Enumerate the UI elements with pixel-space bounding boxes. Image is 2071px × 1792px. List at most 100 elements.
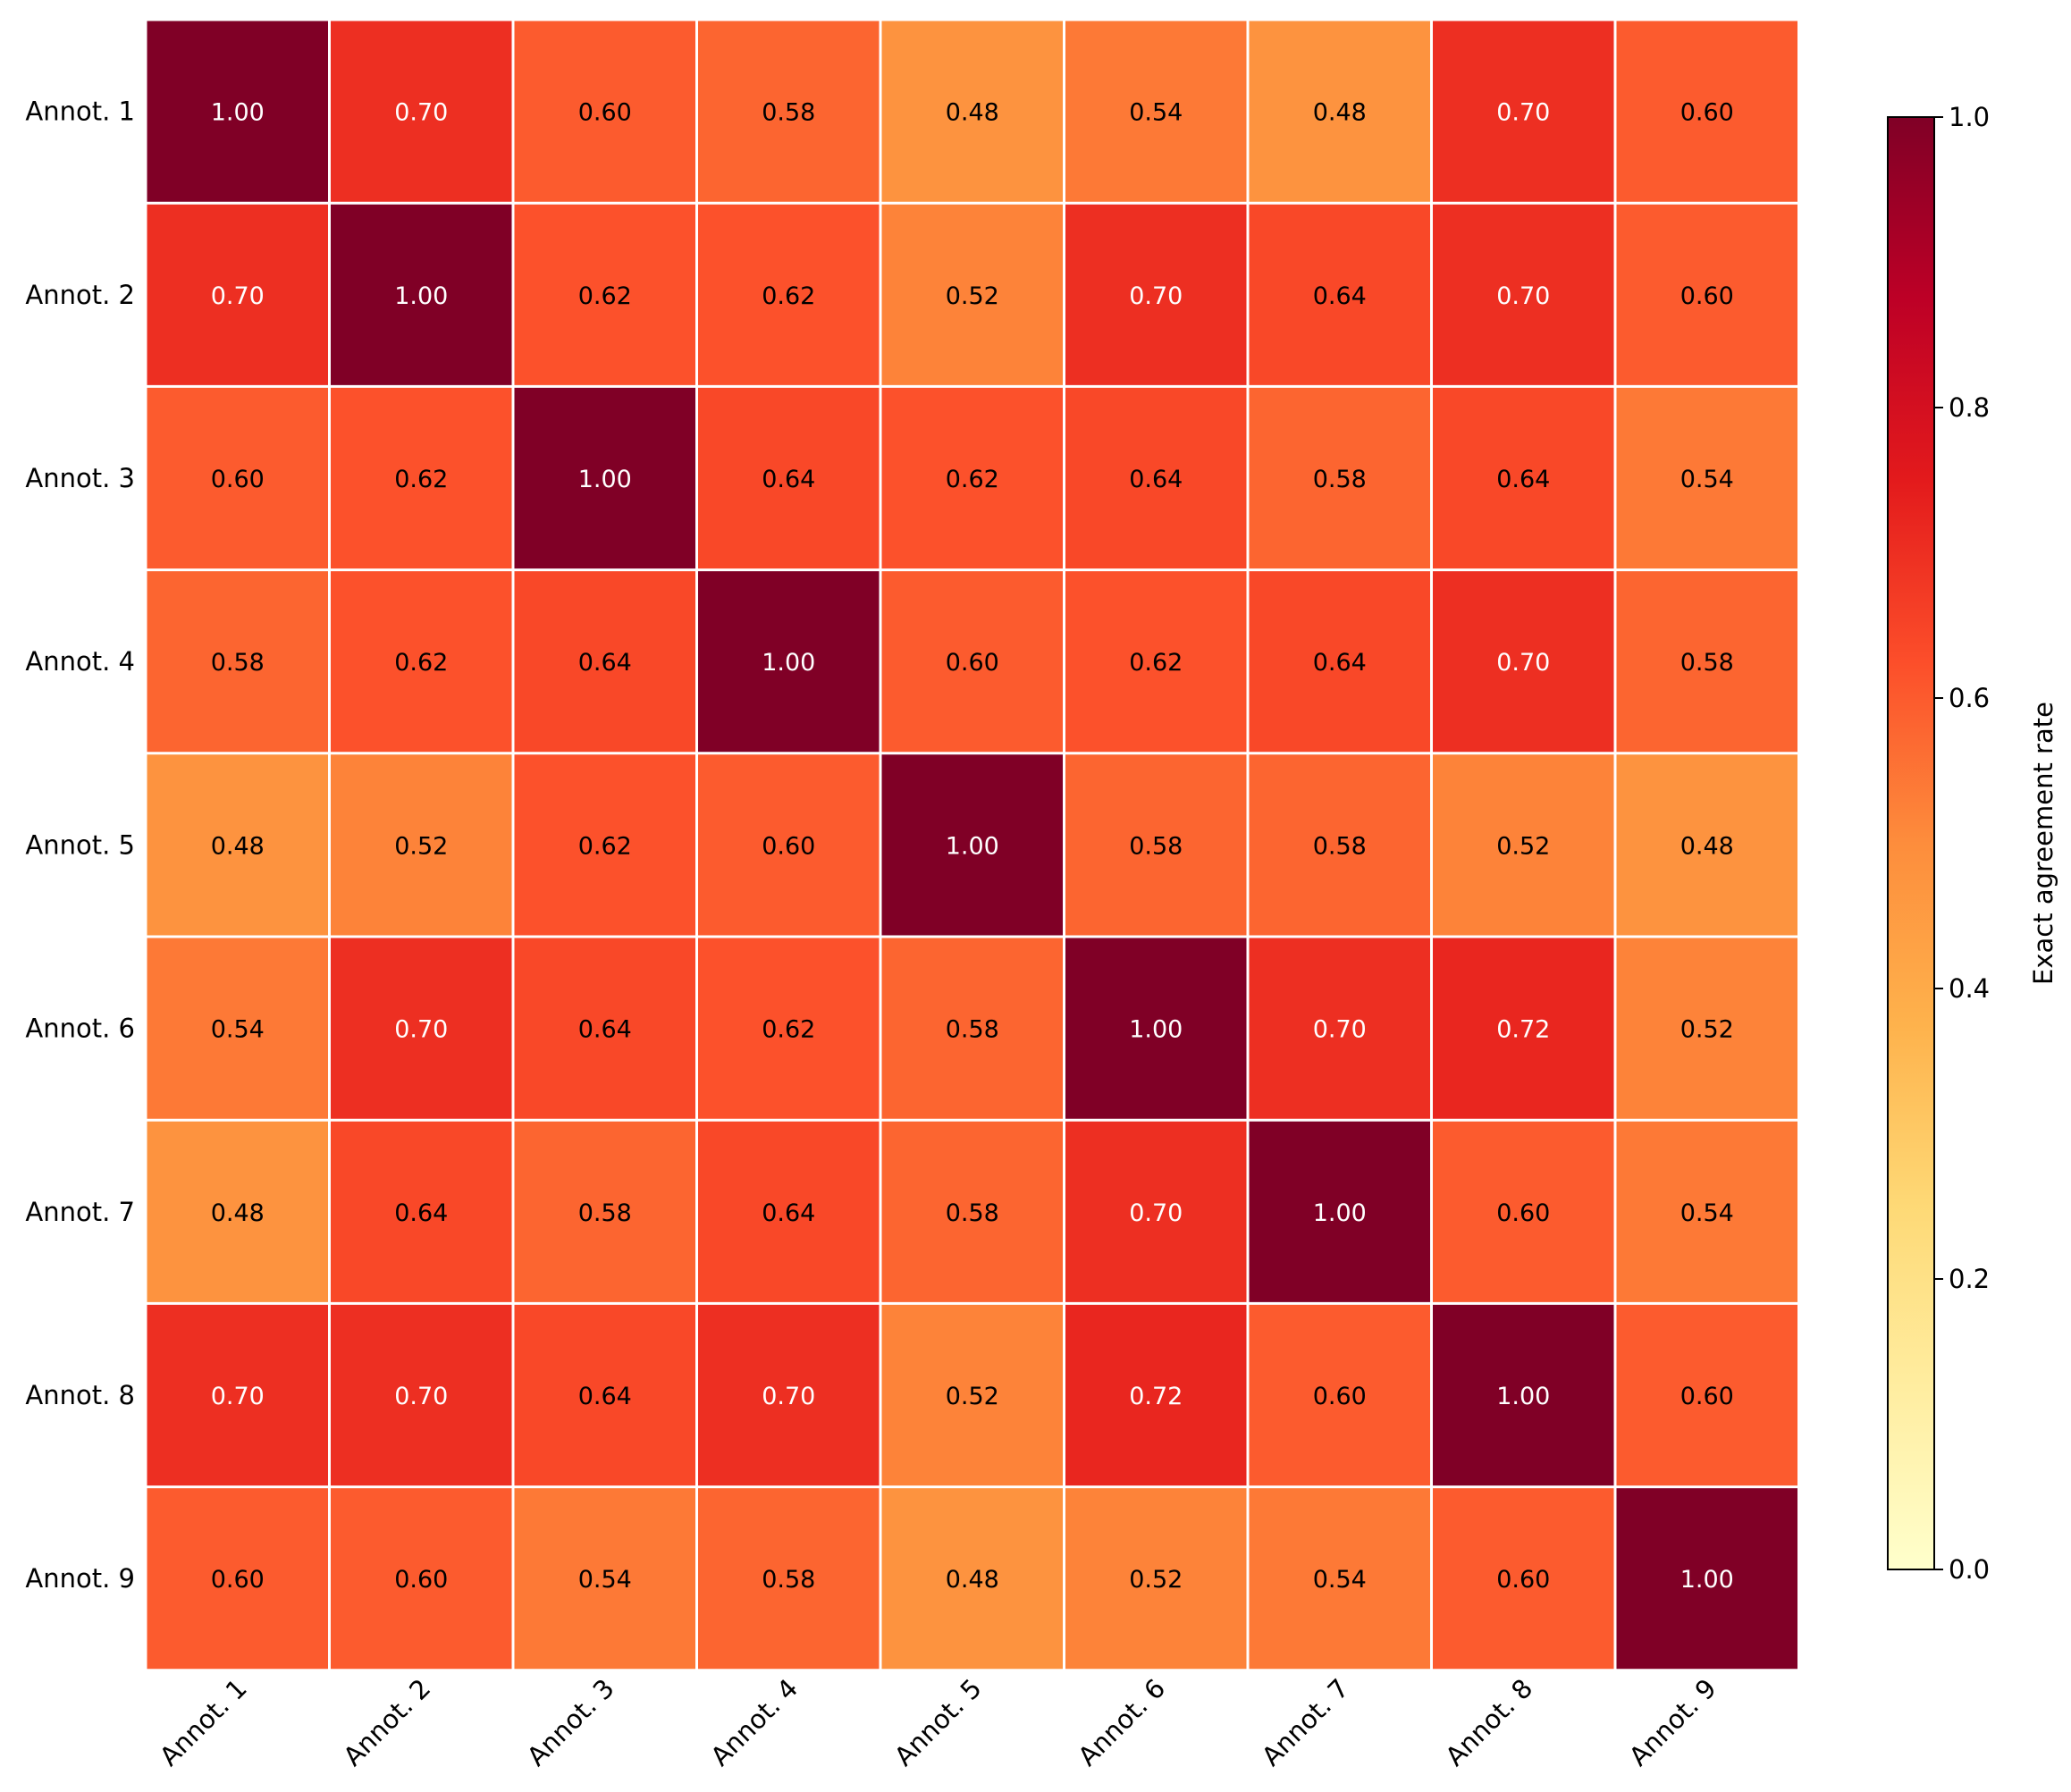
cell-value-r8-c9: 0.60 [1680,1383,1734,1410]
cell-value-r3-c3: 1.00 [578,466,632,493]
heatmap-cell-r3-c3 [513,386,697,570]
heatmap-cell-r9-c8 [1431,1486,1615,1670]
x-tick-label-3: Annot. 3 [521,1673,620,1772]
heatmap-cell-r5-c7 [1248,753,1432,937]
heatmap-cell-r2-c7 [1248,203,1432,387]
cell-value-r7-c9: 0.54 [1680,1199,1734,1227]
cell-value-r4-c4: 1.00 [762,649,815,677]
cell-value-r5-c7: 0.58 [1313,832,1367,860]
cell-value-r4-c9: 0.58 [1680,649,1734,677]
cell-value-r7-c8: 0.60 [1496,1199,1550,1227]
heatmap-cell-r8-c1 [146,1303,330,1487]
cell-value-r1-c9: 0.60 [1680,99,1734,127]
heatmap-cell-r1-c3 [513,20,697,204]
colorbar-tick-label-6: 1.0 [1949,102,1990,132]
heatmap-cell-r4-c6 [1064,569,1248,753]
cell-value-r5-c8: 0.52 [1496,832,1550,860]
cell-value-r6-c2: 0.70 [394,1016,448,1044]
y-tick-label-1: Annot. 1 [25,97,135,127]
heatmap-cell-r9-c4 [696,1486,880,1670]
cell-value-r3-c9: 0.54 [1680,466,1734,493]
cell-value-r8-c4: 0.70 [762,1383,815,1410]
cell-value-r2-c1: 0.70 [211,282,265,310]
y-axis-tick-labels: Annot. 1 Annot. 2 Annot. 3 Annot. 4 Annot. 5… [25,97,135,1594]
colorbar: 0.0 0.2 0.4 0.6 0.8 1.0 Exact agreement rate [1887,102,2058,1585]
heatmap-cell-r9-c2 [329,1486,513,1670]
heatmap-grid-lines [144,18,1800,1672]
cell-value-labels: 1.00 0.70 0.60 0.58 0.48 0.54 0.48 0.70 0.60 0.70… [211,99,1734,1594]
y-tick-label-8: Annot. 8 [25,1380,135,1410]
cell-value-r3-c1: 0.60 [211,466,265,493]
cell-value-r7-c2: 0.64 [394,1199,448,1227]
cell-value-r8-c7: 0.60 [1313,1383,1367,1410]
heatmap-cell-r7-c8 [1431,1120,1615,1304]
cell-value-r9-c8: 0.60 [1496,1566,1550,1594]
heatmap-cell-r5-c6 [1064,753,1248,937]
cell-value-r1-c3: 0.60 [578,99,632,127]
colorbar-ticks: 0.0 0.2 0.4 0.6 0.8 1.0 [1934,102,1990,1585]
heatmap-cell-r3-c7 [1248,386,1432,570]
cell-value-r6-c1: 0.54 [211,1016,265,1044]
x-tick-label-6: Annot. 6 [1072,1673,1171,1772]
heatmap-cell-r3-c6 [1064,386,1248,570]
cell-value-r4-c8: 0.70 [1496,649,1550,677]
heatmap-cell-r1-c4 [696,20,880,204]
cell-value-r3-c4: 0.64 [762,466,815,493]
heatmap-cell-r3-c2 [329,386,513,570]
cell-value-r4-c3: 0.64 [578,649,632,677]
heatmap-cell-r2-c9 [1615,203,1799,387]
heatmap-cell-r2-c1 [146,203,330,387]
colorbar-tick-label-2: 0.2 [1949,1264,1990,1294]
cell-value-r9-c4: 0.58 [762,1566,815,1594]
cell-value-r2-c3: 0.62 [578,282,632,310]
cell-value-r8-c8: 1.00 [1496,1383,1550,1410]
heatmap-cell-r2-c8 [1431,203,1615,387]
heatmap-cell-r5-c5 [880,753,1065,937]
heatmap-cell-r9-c1 [146,1486,330,1670]
cell-value-r7-c1: 0.48 [211,1199,265,1227]
heatmap-cell-r1-c1 [146,20,330,204]
cell-value-r1-c8: 0.70 [1496,99,1550,127]
cell-value-r6-c8: 0.72 [1496,1016,1550,1044]
heatmap-cell-r3-c4 [696,386,880,570]
heatmap-cell-r8-c3 [513,1303,697,1487]
cell-value-r4-c5: 0.60 [946,649,999,677]
y-tick-label-6: Annot. 6 [25,1014,135,1044]
heatmap-cell-r7-c7 [1248,1120,1432,1304]
heatmap-cell-r9-c7 [1248,1486,1432,1670]
heatmap-cell-r6-c7 [1248,937,1432,1121]
colorbar-tick-label-1: 0.0 [1949,1554,1990,1585]
heatmap-cell-r1-c9 [1615,20,1799,204]
heatmap-cell-r8-c4 [696,1303,880,1487]
y-tick-label-4: Annot. 4 [25,646,135,677]
colorbar-tick-label-3: 0.4 [1949,973,1990,1004]
heatmap-cell-r4-c8 [1431,569,1615,753]
cell-value-r6-c7: 0.70 [1313,1016,1367,1044]
cell-value-r2-c8: 0.70 [1496,282,1550,310]
x-tick-label-7: Annot. 7 [1256,1673,1355,1772]
heatmap-cell-r2-c4 [696,203,880,387]
heatmap-cell-r2-c2 [329,203,513,387]
heatmap-cell-r8-c2 [329,1303,513,1487]
heatmap-cell-r1-c8 [1431,20,1615,204]
cell-value-r3-c2: 0.62 [394,466,448,493]
cell-value-r3-c8: 0.64 [1496,466,1550,493]
heatmap-cell-r8-c7 [1248,1303,1432,1487]
cell-value-r9-c2: 0.60 [394,1566,448,1594]
heatmap-cell-r6-c9 [1615,937,1799,1121]
heatmap-cell-r7-c2 [329,1120,513,1304]
y-tick-label-2: Annot. 2 [25,280,135,310]
cell-value-r1-c4: 0.58 [762,99,815,127]
cell-value-r5-c3: 0.62 [578,832,632,860]
cell-value-r3-c5: 0.62 [946,466,999,493]
heatmap-cell-r6-c6 [1064,937,1248,1121]
heatmap-cell-r7-c6 [1064,1120,1248,1304]
heatmap-cell-r7-c4 [696,1120,880,1304]
cell-value-r2-c9: 0.60 [1680,282,1734,310]
cell-value-r4-c7: 0.64 [1313,649,1367,677]
colorbar-tick-label-4: 0.6 [1949,683,1990,713]
cell-value-r8-c1: 0.70 [211,1383,265,1410]
heatmap-cell-r4-c1 [146,569,330,753]
cell-value-r9-c3: 0.54 [578,1566,632,1594]
heatmap-cell-r4-c7 [1248,569,1432,753]
